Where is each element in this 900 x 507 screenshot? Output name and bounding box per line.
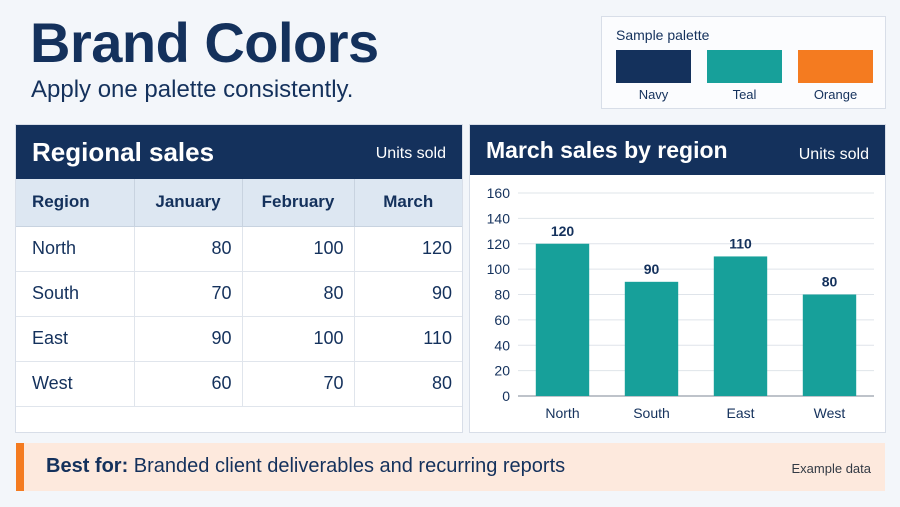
best-for-label: Best for: [46,455,129,477]
navy-swatch [616,50,691,83]
table-title: Regional sales [32,137,215,167]
x-tick-label: West [814,405,846,421]
march-sales-chart-panel: March sales by region Units sold 0 20 40 60… [469,124,886,433]
example-data-note: Example data [791,461,872,476]
table-row: North 80 100 120 [16,226,462,272]
data-label: 110 [729,235,752,251]
column-header: Region [16,179,135,227]
value-cell: 100 [242,316,355,362]
sample-palette-card: Sample palette Navy Teal Orange [601,16,886,109]
bar [713,256,768,396]
y-tick-label: 0 [502,388,510,404]
regional-sales-panel: Regional sales Units sold Region January… [15,124,463,433]
y-tick-label: 20 [494,363,510,379]
value-cell: 80 [134,226,243,272]
y-tick-label: 40 [494,337,510,353]
page-subtitle: Apply one palette consistently. [31,76,354,103]
bar [624,281,679,396]
teal-swatch [707,50,782,83]
y-tick-label: 120 [487,236,511,252]
sales-table: Region January February March North 80 1… [16,179,462,407]
y-tick-label: 160 [487,185,511,201]
column-header: March [354,179,462,227]
table-row: West 60 70 80 [16,361,462,407]
value-cell: 120 [354,226,462,272]
value-cell: 70 [242,361,355,407]
bar [802,294,857,396]
value-cell: 70 [134,271,243,317]
region-cell: South [16,271,135,317]
bar [535,243,590,396]
value-cell: 100 [242,226,355,272]
region-cell: North [16,226,135,272]
best-for-description: Branded client deliverables and recurrin… [133,455,566,477]
chart-title: March sales by region [486,137,728,163]
bar-chart: 0 20 40 60 80 100 120 140 160 120 North 90 South 110 E… [487,185,874,421]
orange-swatch [798,50,873,83]
page-title: Brand Colors [30,11,379,74]
x-tick-label: East [726,405,754,421]
best-for-banner: Best for: Branded client deliverables an… [16,443,885,491]
navy-swatch-label: Navy [638,87,669,102]
region-cell: East [16,316,135,362]
data-label: 80 [822,274,838,290]
y-tick-label: 100 [487,261,511,277]
table-row: South 70 80 90 [16,271,462,317]
orange-swatch-label: Orange [813,87,858,102]
region-cell: West [16,361,135,407]
column-header: February [242,179,355,227]
value-cell: 90 [354,271,462,317]
y-tick-label: 140 [487,210,511,226]
x-tick-label: North [545,405,579,421]
y-tick-label: 60 [494,312,510,328]
value-cell: 80 [354,361,462,407]
palette-title: Sample palette [616,27,710,43]
data-label: 90 [644,261,660,277]
value-cell: 90 [134,316,243,362]
table-unit: Units sold [375,145,446,162]
column-header: January [134,179,243,227]
value-cell: 110 [354,316,462,362]
teal-swatch-label: Teal [732,87,757,102]
value-cell: 60 [134,361,243,407]
chart-unit: Units sold [798,146,869,163]
x-tick-label: South [633,405,670,421]
table-row: East 90 100 110 [16,316,462,362]
best-for-text: Best for: Branded client deliverables an… [46,455,565,478]
table-header-bar: Regional sales Units sold [16,125,462,179]
table-header-row: Region January February March [16,179,462,227]
value-cell: 80 [242,271,355,317]
y-tick-label: 80 [494,287,510,303]
data-label: 120 [551,223,575,239]
chart-header-bar: March sales by region Units sold [470,125,885,175]
